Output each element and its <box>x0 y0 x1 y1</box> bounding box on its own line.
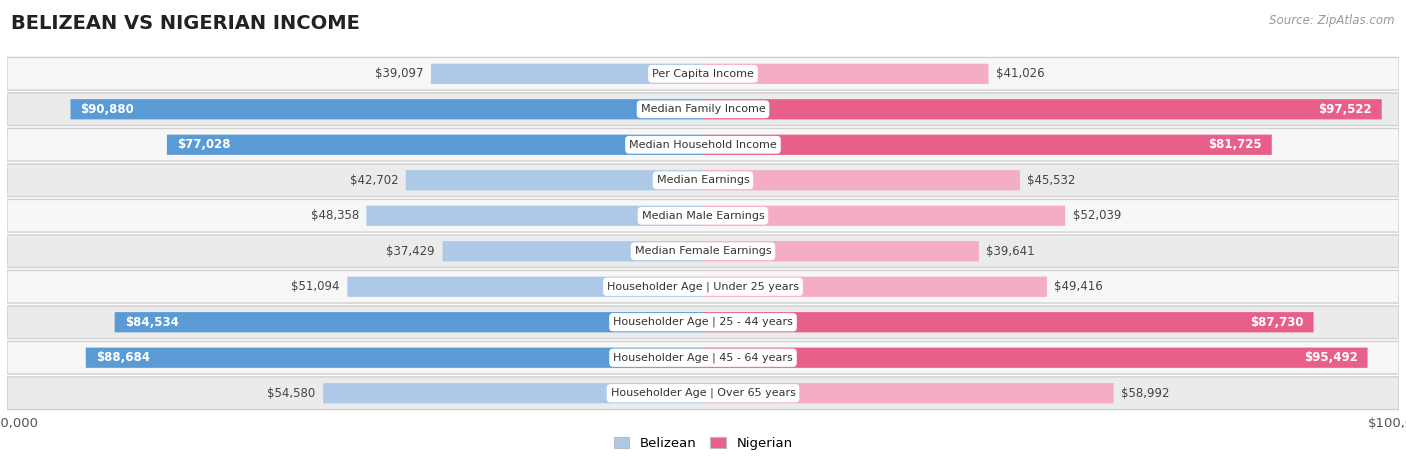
FancyBboxPatch shape <box>86 347 703 368</box>
Text: $95,492: $95,492 <box>1303 351 1358 364</box>
FancyBboxPatch shape <box>7 164 1399 197</box>
Text: $39,097: $39,097 <box>375 67 423 80</box>
FancyBboxPatch shape <box>703 205 1066 226</box>
FancyBboxPatch shape <box>323 383 703 403</box>
FancyBboxPatch shape <box>443 241 703 262</box>
FancyBboxPatch shape <box>7 341 1399 374</box>
Text: $54,580: $54,580 <box>267 387 315 400</box>
FancyBboxPatch shape <box>7 128 1399 161</box>
Text: Median Family Income: Median Family Income <box>641 104 765 114</box>
FancyBboxPatch shape <box>703 134 1272 155</box>
Text: $37,429: $37,429 <box>387 245 434 258</box>
FancyBboxPatch shape <box>703 276 1047 297</box>
FancyBboxPatch shape <box>703 64 988 84</box>
FancyBboxPatch shape <box>7 199 1399 232</box>
Text: $39,641: $39,641 <box>987 245 1035 258</box>
Text: $58,992: $58,992 <box>1121 387 1170 400</box>
Text: Householder Age | 45 - 64 years: Householder Age | 45 - 64 years <box>613 353 793 363</box>
FancyBboxPatch shape <box>7 270 1399 303</box>
Text: $77,028: $77,028 <box>177 138 231 151</box>
FancyBboxPatch shape <box>430 64 703 84</box>
FancyBboxPatch shape <box>347 276 703 297</box>
Text: $48,358: $48,358 <box>311 209 359 222</box>
Text: Householder Age | 25 - 44 years: Householder Age | 25 - 44 years <box>613 317 793 327</box>
Text: $81,725: $81,725 <box>1208 138 1261 151</box>
Text: Median Household Income: Median Household Income <box>628 140 778 150</box>
Text: $49,416: $49,416 <box>1054 280 1104 293</box>
Text: $84,534: $84,534 <box>125 316 179 329</box>
FancyBboxPatch shape <box>7 93 1399 126</box>
FancyBboxPatch shape <box>703 99 1382 120</box>
FancyBboxPatch shape <box>406 170 703 191</box>
Text: BELIZEAN VS NIGERIAN INCOME: BELIZEAN VS NIGERIAN INCOME <box>11 14 360 33</box>
FancyBboxPatch shape <box>167 134 703 155</box>
Text: Householder Age | Under 25 years: Householder Age | Under 25 years <box>607 282 799 292</box>
FancyBboxPatch shape <box>703 241 979 262</box>
FancyBboxPatch shape <box>367 205 703 226</box>
FancyBboxPatch shape <box>115 312 703 333</box>
FancyBboxPatch shape <box>7 306 1399 339</box>
Text: Householder Age | Over 65 years: Householder Age | Over 65 years <box>610 388 796 398</box>
Text: $41,026: $41,026 <box>995 67 1045 80</box>
Text: Median Earnings: Median Earnings <box>657 175 749 185</box>
Text: $51,094: $51,094 <box>291 280 340 293</box>
Text: $42,702: $42,702 <box>350 174 398 187</box>
FancyBboxPatch shape <box>70 99 703 120</box>
Text: Per Capita Income: Per Capita Income <box>652 69 754 79</box>
FancyBboxPatch shape <box>703 347 1368 368</box>
FancyBboxPatch shape <box>7 57 1399 90</box>
Text: $90,880: $90,880 <box>80 103 135 116</box>
FancyBboxPatch shape <box>703 312 1313 333</box>
Text: Median Male Earnings: Median Male Earnings <box>641 211 765 221</box>
Text: Median Female Earnings: Median Female Earnings <box>634 246 772 256</box>
Text: $87,730: $87,730 <box>1250 316 1303 329</box>
FancyBboxPatch shape <box>7 377 1399 410</box>
FancyBboxPatch shape <box>703 170 1019 191</box>
Legend: Belizean, Nigerian: Belizean, Nigerian <box>610 433 796 454</box>
FancyBboxPatch shape <box>7 235 1399 268</box>
Text: $97,522: $97,522 <box>1317 103 1372 116</box>
Text: $88,684: $88,684 <box>96 351 150 364</box>
Text: $52,039: $52,039 <box>1073 209 1121 222</box>
Text: $45,532: $45,532 <box>1028 174 1076 187</box>
Text: Source: ZipAtlas.com: Source: ZipAtlas.com <box>1270 14 1395 27</box>
FancyBboxPatch shape <box>703 383 1114 403</box>
